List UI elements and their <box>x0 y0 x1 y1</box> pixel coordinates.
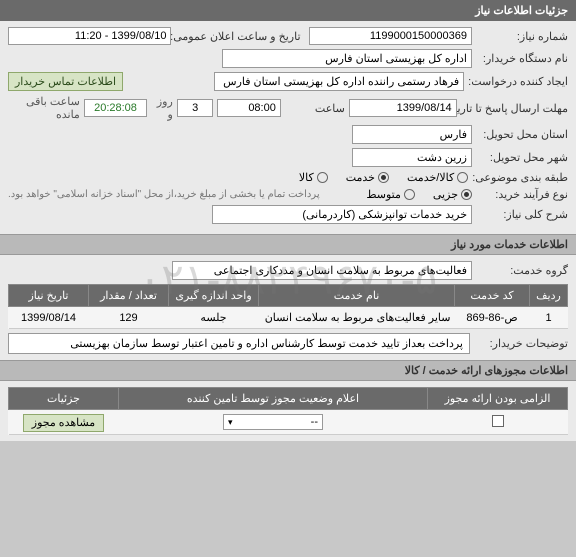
province-label: استان محل تحویل: <box>476 128 568 141</box>
perm-status-cell: -- ▾ <box>119 410 428 435</box>
col-code: کد خدمت <box>455 285 530 307</box>
col-name: نام خدمت <box>259 285 455 307</box>
pcol-status: اعلام وضعیت مجوز توسط تامین کننده <box>119 388 428 410</box>
contact-buyer-link[interactable]: اطلاعات تماس خریدار <box>8 72 123 91</box>
announce-label: تاریخ و ساعت اعلان عمومی: <box>175 30 300 43</box>
province-field: فارس <box>352 125 472 144</box>
col-row: ردیف <box>530 285 568 307</box>
svc-section: گروه خدمت: فعالیت‌های مربوط به سلامت انس… <box>0 255 576 360</box>
buytype-label: نوع فرآیند خرید: <box>476 188 568 201</box>
creator-field: فرهاد رستمی راننده اداره کل بهزیستی استا… <box>214 72 464 91</box>
deadline-time-field: 08:00 <box>217 99 280 117</box>
buyer-org-label: نام دستگاه خریدار: <box>476 52 568 65</box>
pcol-details: جزئیات <box>9 388 119 410</box>
perm-table: الزامی بودن ارائه مجوز اعلام وضعیت مجوز … <box>8 387 568 435</box>
catpack-radio-group: کالا/خدمت خدمت کالا <box>299 171 468 184</box>
radio-kala[interactable]: کالا <box>299 171 328 184</box>
chevron-down-icon: ▾ <box>228 417 233 428</box>
buytype-radio-group: جزیی متوسط <box>366 188 472 201</box>
radio-mid[interactable]: متوسط <box>366 188 415 201</box>
deadline-label: مهلت ارسال پاسخ تا تاریخ: <box>461 102 568 115</box>
status-select[interactable]: -- ▾ <box>223 414 323 430</box>
perm-section: الزامی بودن ارائه مجوز اعلام وضعیت مجوز … <box>0 381 576 441</box>
info-section: شماره نیاز: 1199000150000369 تاریخ و ساع… <box>0 21 576 234</box>
remain-label: ساعت باقی مانده <box>8 95 80 121</box>
cell-name: سایر فعالیت‌های مربوط به سلامت انسان <box>259 307 455 329</box>
radio-partial[interactable]: جزیی <box>433 188 472 201</box>
cell-unit: جلسه <box>169 307 259 329</box>
perm-table-header: الزامی بودن ارائه مجوز اعلام وضعیت مجوز … <box>9 388 568 410</box>
radio-kala-khadamat[interactable]: کالا/خدمت <box>407 171 468 184</box>
svc-group-field: فعالیت‌های مربوط به سلامت انسان و مددکار… <box>172 261 472 280</box>
radio-khadamat[interactable]: خدمت <box>346 171 389 184</box>
time-label: ساعت <box>285 102 345 115</box>
req-no-field: 1199000150000369 <box>309 27 472 45</box>
perm-mandatory-cell <box>428 410 568 435</box>
col-date: تاریخ نیاز <box>9 285 89 307</box>
catpack-label: طبقه بندی موضوعی: <box>472 171 568 184</box>
cell-code: ص-86-869 <box>455 307 530 329</box>
cell-row: 1 <box>530 307 568 329</box>
status-select-value: -- <box>311 416 318 428</box>
svc-header: اطلاعات خدمات مورد نیاز <box>0 234 576 255</box>
perm-row: -- ▾ مشاهده مجوز <box>9 410 568 435</box>
and-label: روز و <box>151 95 173 121</box>
deadline-date-field: 1399/08/14 <box>349 99 457 117</box>
pcol-mandatory: الزامی بودن ارائه مجوز <box>428 388 568 410</box>
buytype-note: پرداخت تمام یا بخشی از مبلغ خرید،از محل … <box>8 189 320 200</box>
svc-group-label: گروه خدمت: <box>476 264 568 277</box>
city-label: شهر محل تحویل: <box>476 151 568 164</box>
desc-field: خرید خدمات توانپزشکی (کاردرمانی) <box>212 205 472 224</box>
cell-date: 1399/08/14 <box>9 307 89 329</box>
cell-qty: 129 <box>89 307 169 329</box>
view-permit-button[interactable]: مشاهده مجوز <box>23 414 104 432</box>
buyer-org-field: اداره کل بهزیستی استان فارس <box>222 49 472 68</box>
desc-label: شرح کلی نیاز: <box>476 208 568 221</box>
announce-field: 1399/08/10 - 11:20 <box>8 27 171 45</box>
buyer-note-label: توضیحات خریدار: <box>476 337 568 350</box>
perm-header: اطلاعات مجوزهای ارائه خدمت / کالا <box>0 360 576 381</box>
panel-header: جزئیات اطلاعات نیاز <box>0 0 576 21</box>
creator-label: ایجاد کننده درخواست: <box>468 75 568 88</box>
countdown-field: 20:28:08 <box>84 99 147 117</box>
req-no-label: شماره نیاز: <box>476 30 568 43</box>
buyer-note-field: پرداخت بعداز تایید خدمت توسط کارشناس ادا… <box>8 333 470 354</box>
svc-table: ردیف کد خدمت نام خدمت واحد اندازه گیری ت… <box>8 284 568 329</box>
col-qty: تعداد / مقدار <box>89 285 169 307</box>
days-field: 3 <box>177 99 214 117</box>
svc-table-header: ردیف کد خدمت نام خدمت واحد اندازه گیری ت… <box>9 285 568 307</box>
main-panel: جزئیات اطلاعات نیاز شماره نیاز: 11990001… <box>0 0 576 441</box>
panel-title: جزئیات اطلاعات نیاز <box>475 5 568 17</box>
mandatory-checkbox[interactable] <box>492 415 504 427</box>
col-unit: واحد اندازه گیری <box>169 285 259 307</box>
table-row: 1 ص-86-869 سایر فعالیت‌های مربوط به سلام… <box>9 307 568 329</box>
city-field: زرین دشت <box>352 148 472 167</box>
perm-details-cell: مشاهده مجوز <box>9 410 119 435</box>
